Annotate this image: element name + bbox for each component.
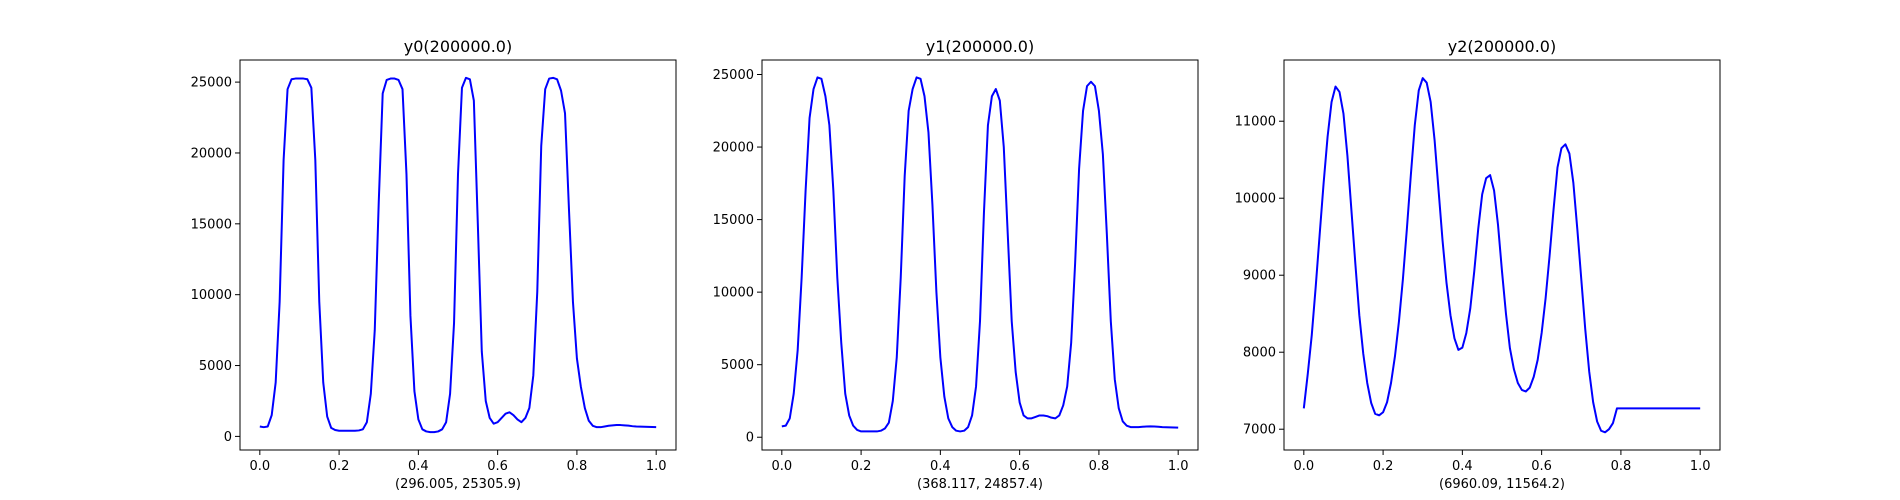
y-tick-label: 7000 bbox=[1243, 423, 1276, 438]
y-tick-label: 15000 bbox=[713, 213, 754, 228]
x-tick-label: 0.6 bbox=[1009, 459, 1030, 474]
x-tick-label: 0.6 bbox=[487, 459, 508, 474]
y-tick-label: 20000 bbox=[191, 146, 232, 161]
x-tick-label: 0.0 bbox=[771, 459, 792, 474]
y-tick-label: 0 bbox=[224, 430, 232, 445]
y-tick-label: 11000 bbox=[1235, 115, 1276, 130]
chart-panel-y1: y1(200000.0) (368.117, 24857.4) 0.0 0.2 0.… bbox=[713, 37, 1199, 492]
y-tick-label: 10000 bbox=[713, 286, 754, 301]
x-tick-label: 0.8 bbox=[1089, 459, 1110, 474]
series-line-0 bbox=[259, 76, 657, 434]
x-tick-label: 1.0 bbox=[646, 459, 667, 474]
y-tick-label: 25000 bbox=[191, 76, 232, 91]
y-tick-label: 8000 bbox=[1243, 346, 1276, 361]
plot-frame bbox=[1283, 59, 1721, 451]
plot-frame bbox=[761, 59, 1199, 451]
y-tick-label: 9000 bbox=[1243, 269, 1276, 284]
x-tick-label: 0.0 bbox=[249, 459, 270, 474]
y-tick-label: 0 bbox=[746, 431, 754, 446]
chart-panel-y0: y0(200000.0) (296.005, 25305.9) 0.0 0.2 0.… bbox=[191, 37, 677, 492]
x-tick-label: 0.6 bbox=[1531, 459, 1552, 474]
plot-frame bbox=[239, 59, 677, 451]
x-tick-label: 0.4 bbox=[1452, 459, 1473, 474]
series-line-0 bbox=[1302, 77, 1701, 434]
x-axis-label: (368.117, 24857.4) bbox=[917, 477, 1043, 492]
x-tick-label: 0.2 bbox=[329, 459, 350, 474]
y-tick-label: 20000 bbox=[713, 141, 754, 156]
chart-title: y0(200000.0) bbox=[404, 37, 512, 56]
series-line-0 bbox=[781, 76, 1179, 433]
chart-panel-y2: y2(200000.0) (6960.09, 11564.2) 0.0 0.2 0.… bbox=[1235, 37, 1721, 492]
x-axis-label: (6960.09, 11564.2) bbox=[1439, 477, 1565, 492]
y-tick-label: 5000 bbox=[721, 358, 754, 373]
x-tick-label: 0.2 bbox=[851, 459, 872, 474]
x-tick-label: 0.8 bbox=[1611, 459, 1632, 474]
x-tick-label: 0.4 bbox=[930, 459, 951, 474]
y-tick-label: 10000 bbox=[1235, 192, 1276, 207]
y-tick-label: 5000 bbox=[199, 359, 232, 374]
y-tick-label: 15000 bbox=[191, 217, 232, 232]
y-tick-label: 10000 bbox=[191, 288, 232, 303]
x-tick-label: 1.0 bbox=[1690, 459, 1711, 474]
chart-title: y1(200000.0) bbox=[926, 37, 1034, 56]
x-tick-label: 0.0 bbox=[1293, 459, 1314, 474]
x-axis-label: (296.005, 25305.9) bbox=[395, 477, 521, 492]
x-tick-label: 1.0 bbox=[1168, 459, 1189, 474]
x-tick-label: 0.8 bbox=[567, 459, 588, 474]
y-tick-label: 25000 bbox=[713, 68, 754, 83]
chart-title: y2(200000.0) bbox=[1448, 37, 1556, 56]
x-tick-label: 0.2 bbox=[1373, 459, 1394, 474]
x-tick-label: 0.4 bbox=[408, 459, 429, 474]
